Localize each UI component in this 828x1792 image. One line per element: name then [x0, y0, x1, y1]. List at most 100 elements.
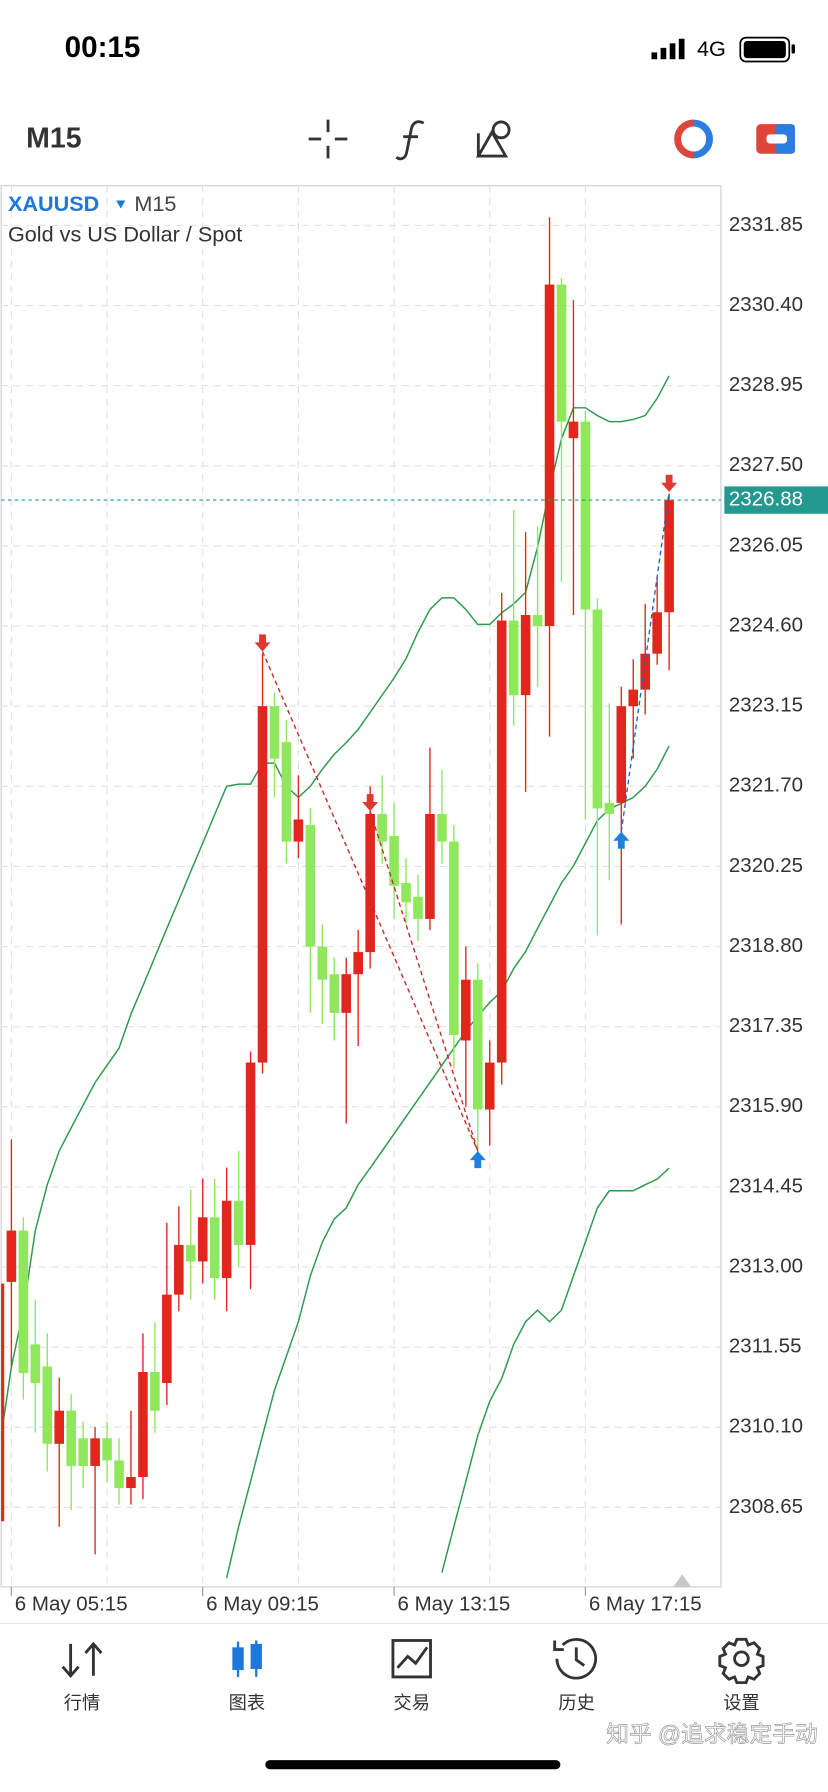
x-tick-label: 6 May 05:15	[15, 1593, 128, 1616]
sell-marker	[661, 474, 678, 492]
trade-link	[620, 491, 670, 832]
plot	[1, 217, 721, 1579]
candle-body	[389, 836, 399, 886]
candle-body	[54, 1410, 65, 1444]
buy-marker	[469, 1150, 486, 1169]
candle-body	[592, 609, 603, 809]
price-label: 2326.88	[729, 488, 803, 511]
objects-button[interactable]	[475, 120, 511, 158]
tab-label[interactable]: 历史	[558, 1693, 594, 1713]
band-line	[441, 1167, 670, 1573]
history-icon	[553, 1637, 598, 1680]
plot-area	[0, 185, 722, 1588]
quotes-icon	[61, 1641, 103, 1678]
candle-body	[269, 706, 280, 759]
candle-body	[413, 896, 423, 919]
candle-body	[329, 974, 340, 1013]
tab-label[interactable]: 交易	[394, 1693, 430, 1713]
candle-body	[616, 706, 627, 803]
candle-body	[472, 979, 483, 1110]
tab-label[interactable]: 图表	[229, 1693, 265, 1713]
candle-body	[1, 1283, 5, 1522]
symbol-dropdown[interactable]	[116, 200, 126, 209]
candle-body	[90, 1438, 100, 1466]
y-tick-label: 2330.40	[729, 293, 803, 316]
candle-body	[30, 1344, 41, 1384]
candle-body	[162, 1294, 172, 1384]
candle-body	[66, 1410, 76, 1466]
x-tick-label: 6 May 13:15	[397, 1593, 510, 1616]
timeframe-button[interactable]: M15	[26, 123, 82, 155]
candle-body	[449, 841, 459, 1035]
candle-body	[568, 421, 579, 439]
candle-body	[281, 742, 292, 842]
candle-body	[78, 1438, 88, 1466]
symbol[interactable]: XAUUSD	[8, 191, 99, 216]
candle-body	[580, 421, 591, 610]
y-tick-label: 2328.95	[729, 373, 803, 396]
y-tick-label: 2324.60	[729, 613, 803, 636]
candle-body	[233, 1200, 244, 1245]
candle-body	[532, 615, 543, 627]
y-tick-label: 2326.05	[729, 533, 803, 556]
sell-marker	[362, 794, 379, 812]
buy-marker	[613, 831, 630, 849]
scroll-indicator[interactable]	[673, 1574, 692, 1587]
y-tick-label: 2311.55	[729, 1335, 802, 1358]
candle-body	[209, 1217, 220, 1279]
price-label-box	[724, 486, 828, 514]
candle-body	[628, 689, 639, 707]
watermark: 知乎 @追求稳定手动	[606, 1721, 818, 1747]
signal-icon	[651, 38, 685, 60]
candle-body	[221, 1200, 232, 1279]
candle-body	[6, 1230, 17, 1282]
candle-body	[185, 1244, 196, 1262]
y-tick-label: 2313.00	[729, 1254, 803, 1277]
candle-body	[138, 1372, 148, 1477]
tab-label[interactable]: 行情	[64, 1693, 100, 1713]
y-tick-label: 2318.80	[729, 934, 803, 957]
band-line	[1, 375, 670, 1441]
candle-body	[604, 802, 615, 814]
candle-body	[496, 620, 507, 1063]
y-tick-label: 2331.85	[729, 213, 803, 236]
candle-body	[126, 1476, 136, 1489]
candle-body	[102, 1438, 112, 1461]
candle-body	[18, 1230, 29, 1374]
y-tick-label: 2317.35	[729, 1014, 803, 1037]
trade-mode-button[interactable]	[674, 119, 713, 159]
y-tick-label: 2323.15	[729, 694, 803, 717]
candle-body	[341, 974, 352, 1013]
candle-body	[544, 284, 555, 627]
tab-label[interactable]: 设置	[723, 1693, 759, 1713]
x-tick-label: 6 May 09:15	[206, 1593, 319, 1616]
trade-link	[261, 651, 479, 1152]
y-tick-label: 2327.50	[729, 453, 803, 476]
candle-body	[317, 946, 328, 980]
chart-timeframe: M15	[134, 191, 176, 216]
crosshair-button[interactable]	[308, 119, 348, 159]
battery-icon	[739, 36, 795, 63]
indicators-button[interactable]	[395, 120, 425, 161]
candle-body	[197, 1217, 208, 1262]
chart-icon	[232, 1640, 262, 1677]
status-time: 00:15	[65, 31, 141, 64]
sell-marker	[254, 634, 271, 652]
y-tick-label: 2320.25	[729, 854, 803, 877]
chart-subtitle: Gold vs US Dollar / Spot	[8, 222, 242, 247]
candle-body	[377, 813, 387, 842]
candle-body	[353, 952, 363, 975]
candle-body	[305, 824, 316, 947]
one-click-button[interactable]	[756, 124, 795, 154]
candle-body	[640, 653, 650, 690]
y-tick-label: 2308.65	[729, 1495, 803, 1518]
candle-body	[245, 1062, 256, 1245]
candle-body	[42, 1366, 53, 1444]
candle-body	[508, 620, 519, 696]
y-tick-label: 2315.90	[729, 1094, 803, 1117]
candle-body	[114, 1460, 124, 1489]
candle-body	[257, 706, 268, 1063]
candle-body	[556, 284, 567, 422]
candle-body	[461, 979, 471, 1041]
